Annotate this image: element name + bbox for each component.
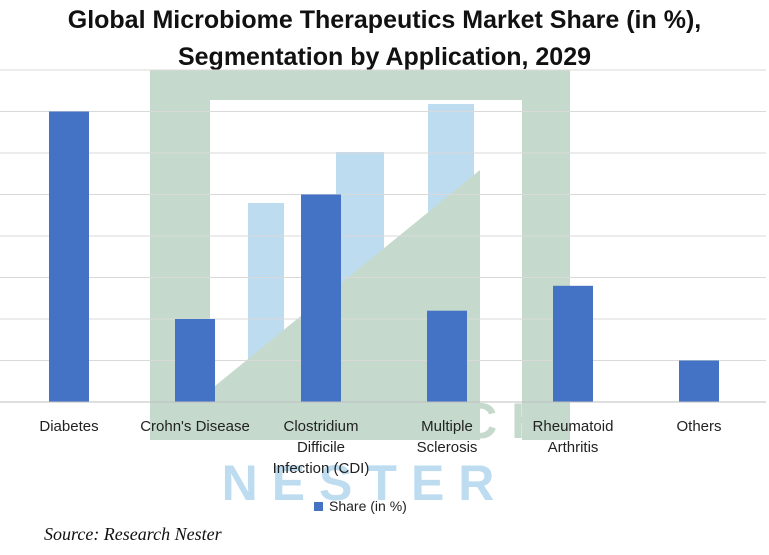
category-label-line: Sclerosis [416, 439, 478, 456]
category-label-line: Difficile [296, 439, 346, 456]
legend-swatch [314, 501, 323, 511]
bar-crohn-s-disease [175, 319, 215, 402]
category-label-line: Rheumatoid [532, 418, 614, 435]
category-label-line: Arthritis [547, 439, 599, 456]
bar-multiple-sclerosis [427, 310, 467, 402]
category-label: Others [624, 416, 769, 437]
bar-diabetes [49, 111, 89, 402]
category-label-line: Infection (CDI) [272, 460, 370, 477]
chart-title-line-2: Segmentation by Application, 2029 [177, 43, 592, 71]
category-label: Crohn's Disease [120, 416, 270, 437]
category-label-line: Others [676, 418, 722, 435]
legend-label: Share (in %) [329, 498, 407, 514]
bar-clostridium-difficile-infection-cdi- [301, 194, 341, 402]
category-label-line: Multiple [421, 418, 473, 435]
category-label-line: Crohn's Disease [140, 418, 250, 435]
category-label: Multiple Sclerosis [372, 416, 522, 458]
category-label: Diabetes [0, 416, 144, 437]
category-label: Rheumatoid Arthritis [498, 416, 648, 458]
source-note: Source: Research Nester [44, 524, 222, 544]
legend: Share (in %) [314, 496, 407, 516]
category-label-line: Diabetes [39, 418, 99, 435]
bars [49, 111, 719, 402]
bar-others [679, 360, 719, 402]
chart-title-line-1: Global Microbiome Therapeutics Market Sh… [67, 6, 702, 34]
category-label-line: Clostridium [283, 418, 359, 435]
bar-rheumatoid-arthritis [553, 285, 593, 402]
chart-title: Global Microbiome Therapeutics Market Sh… [0, 2, 769, 76]
category-label: Clostridium Difficile Infection (CDI) [246, 416, 396, 479]
gridlines [0, 69, 766, 361]
